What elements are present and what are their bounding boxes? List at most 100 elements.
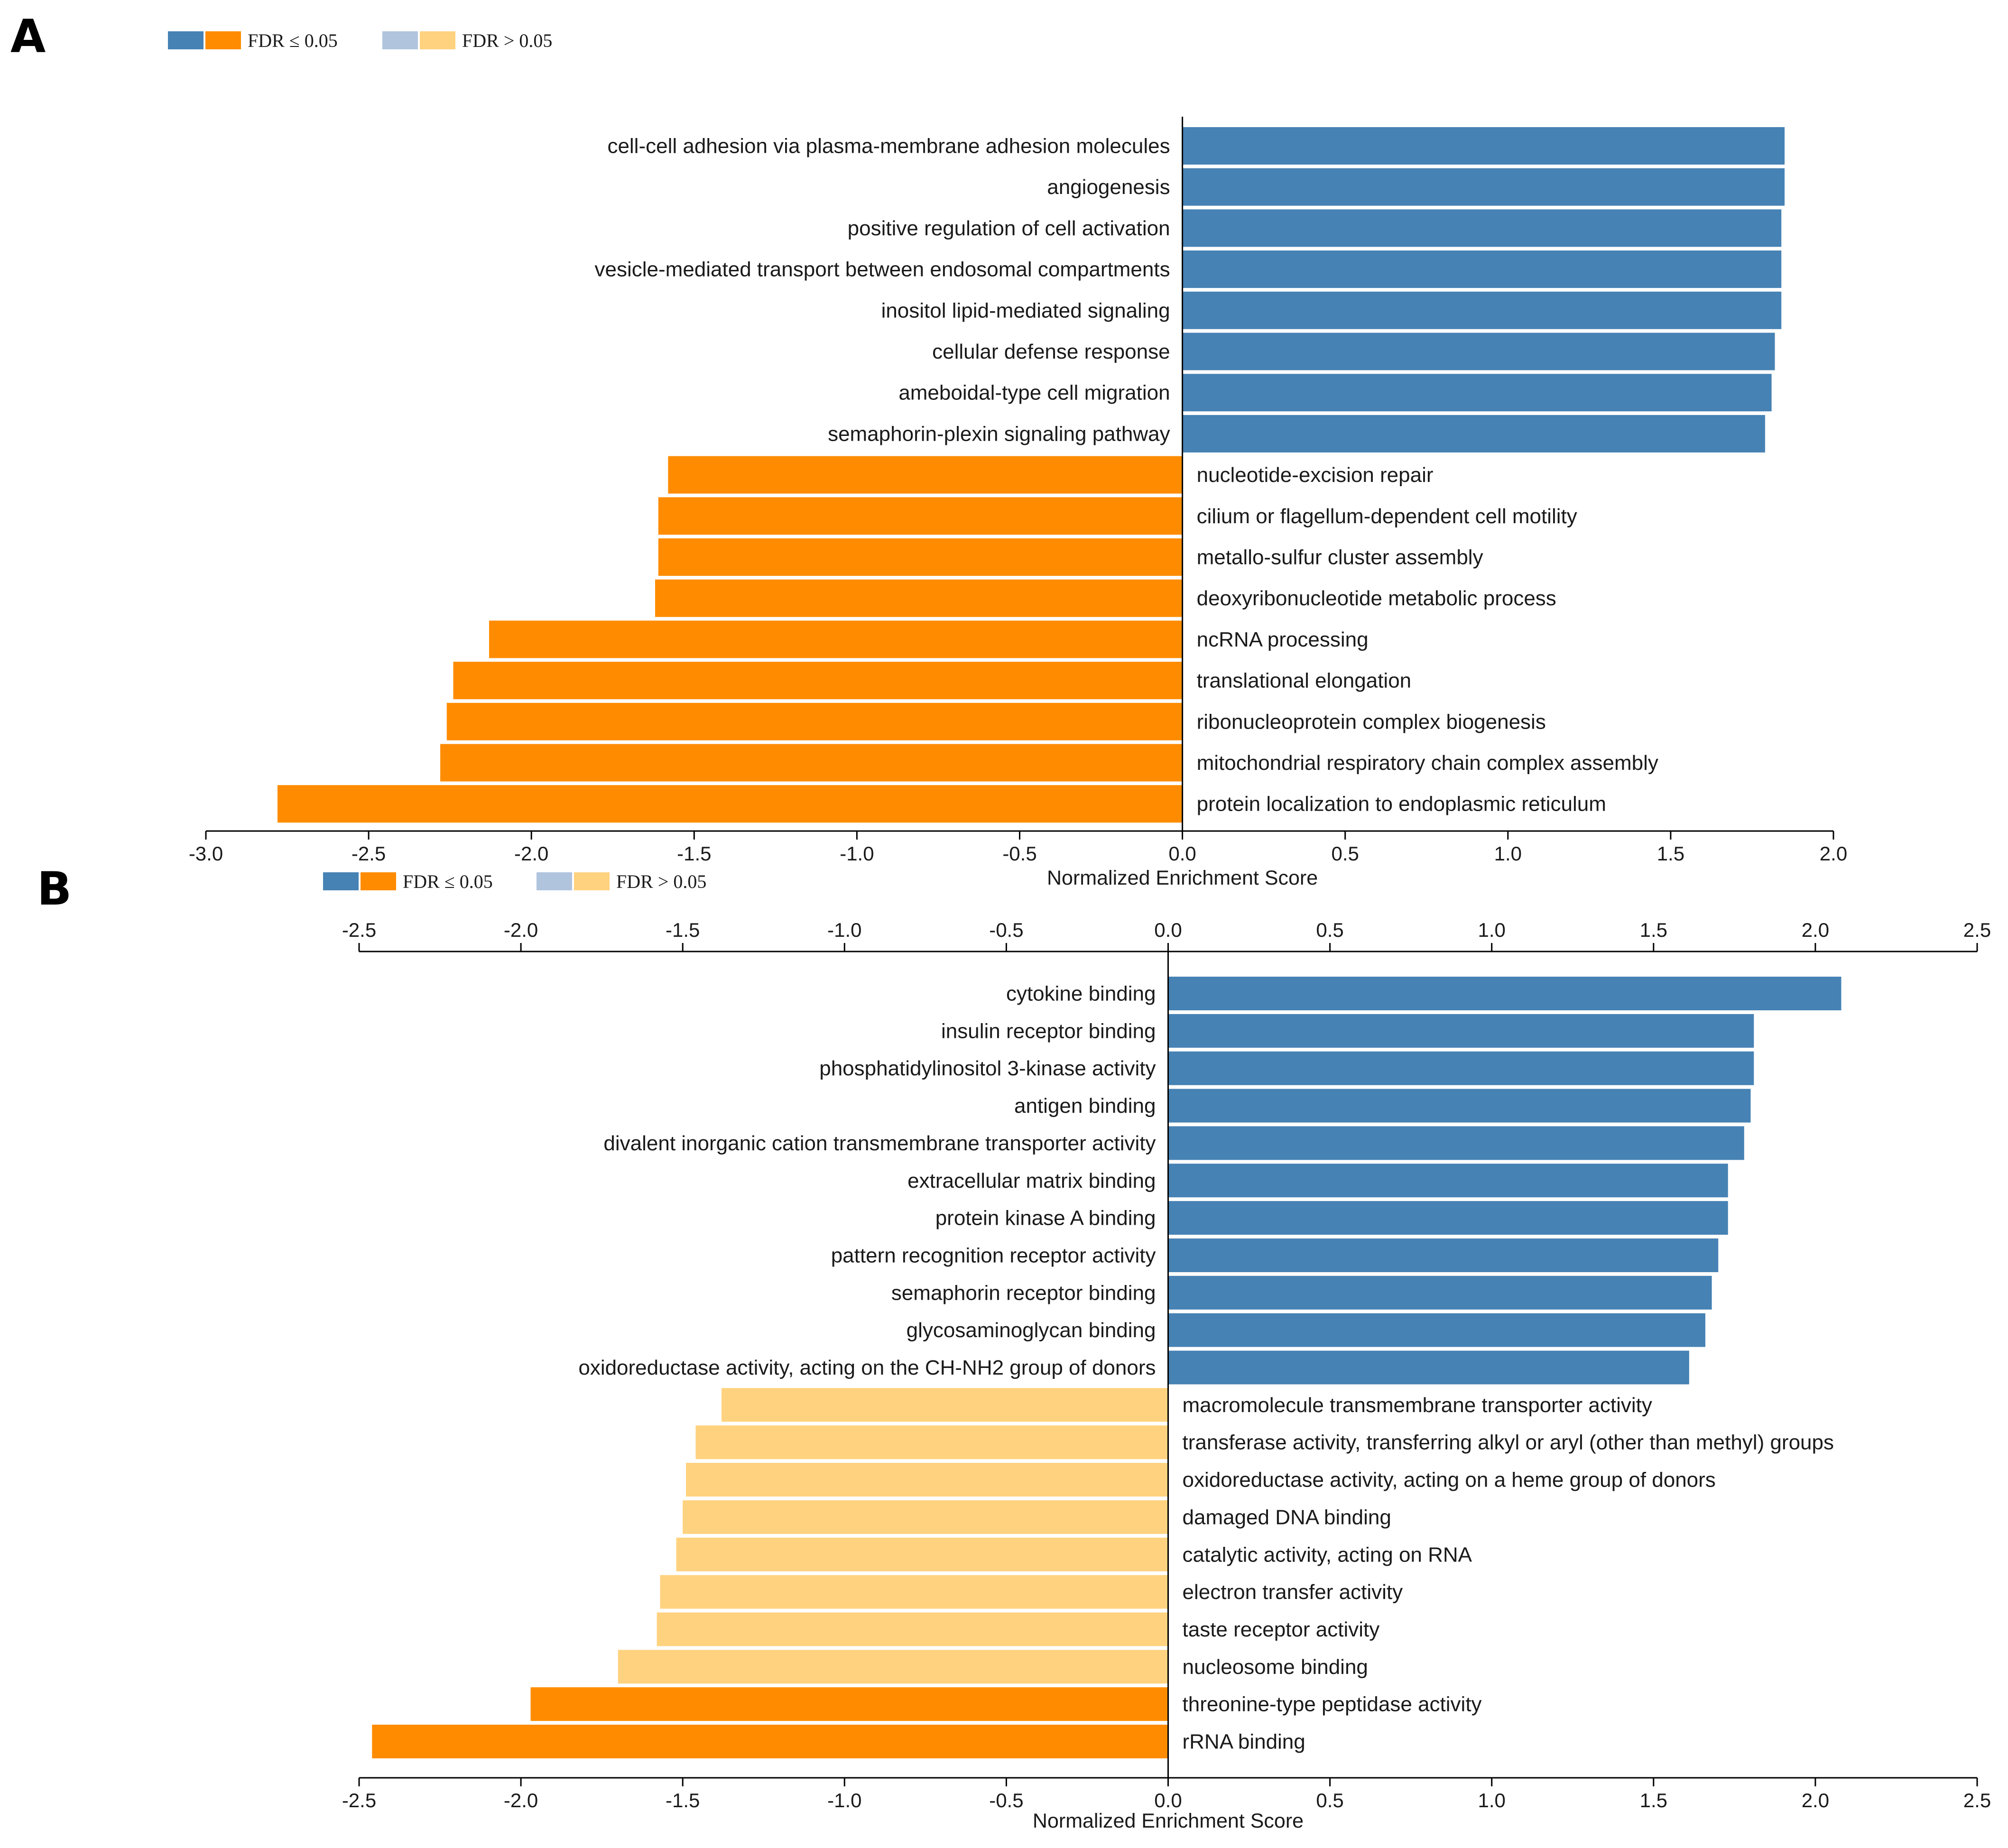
category-label: mitochondrial respiratory chain complex … — [1197, 751, 1658, 775]
category-label: ncRNA processing — [1197, 628, 1369, 651]
bar-6 — [1168, 1164, 1728, 1198]
bar-4 — [1182, 250, 1782, 288]
bar-6 — [1182, 333, 1775, 370]
bar-12 — [722, 1388, 1168, 1422]
bar-11 — [1168, 1350, 1689, 1385]
category-label: ribonucleoprotein complex biogenesis — [1197, 710, 1546, 733]
category-label: cilium or flagellum-dependent cell motil… — [1197, 505, 1577, 528]
legend-label: FDR > 0.05 — [462, 30, 552, 51]
x-tick-label: -1.0 — [840, 842, 874, 865]
category-label: semaphorin receptor binding — [891, 1281, 1156, 1304]
category-label: transferase activity, transferring alkyl… — [1183, 1431, 1834, 1454]
x-tick-label: -2.0 — [514, 842, 548, 865]
x-tick-label: 1.0 — [1494, 842, 1522, 865]
category-label: insulin receptor binding — [941, 1019, 1156, 1043]
x-tick-label: -0.5 — [989, 1789, 1023, 1811]
category-label: protein kinase A binding — [935, 1207, 1156, 1230]
category-label: antigen binding — [1014, 1094, 1156, 1118]
bar-11 — [658, 538, 1183, 576]
category-label: divalent inorganic cation transmembrane … — [603, 1132, 1156, 1155]
bar-17 — [660, 1575, 1168, 1609]
x-tick-label: 0.0 — [1154, 1789, 1182, 1811]
legend-label: FDR > 0.05 — [616, 871, 706, 892]
bar-10 — [1168, 1313, 1705, 1347]
x-tick-label: -2.0 — [504, 1789, 538, 1811]
category-label: nucleotide-excision repair — [1197, 463, 1434, 487]
category-label: rRNA binding — [1183, 1730, 1305, 1754]
legend-swatch-negative — [205, 31, 241, 49]
top-tick-label: -0.5 — [989, 919, 1023, 941]
category-label: phosphatidylinositol 3-kinase activity — [819, 1057, 1156, 1080]
category-label: glycosaminoglycan binding — [907, 1319, 1156, 1342]
bar-2 — [1182, 168, 1785, 206]
bar-7 — [1168, 1201, 1728, 1235]
legend-swatch-positive — [323, 872, 359, 890]
top-tick-label: -2.0 — [504, 919, 538, 941]
category-label: damaged DNA binding — [1183, 1506, 1391, 1529]
bar-8 — [1168, 1238, 1719, 1272]
category-label: macromolecule transmembrane transporter … — [1183, 1394, 1652, 1417]
category-label: oxidoreductase activity, acting on a hem… — [1183, 1469, 1716, 1492]
x-tick-label: -3.0 — [189, 842, 223, 865]
x-axis-title: Normalized Enrichment Score — [1047, 867, 1318, 889]
x-tick-label: 2.5 — [1963, 1789, 1991, 1811]
category-label: positive regulation of cell activation — [848, 217, 1170, 240]
top-tick-label: 2.0 — [1802, 919, 1829, 941]
bar-18 — [657, 1612, 1168, 1646]
x-tick-label: -0.5 — [1002, 842, 1036, 865]
bar-4 — [1168, 1089, 1751, 1123]
bar-3 — [1182, 209, 1782, 247]
legend-label: FDR ≤ 0.05 — [248, 30, 338, 51]
category-label: nucleosome binding — [1183, 1655, 1368, 1679]
bar-21 — [372, 1725, 1168, 1758]
x-tick-label: -2.5 — [342, 1789, 376, 1811]
bar-15 — [683, 1500, 1168, 1534]
category-label: metallo-sulfur cluster assembly — [1197, 546, 1483, 569]
bar-5 — [1168, 1126, 1744, 1160]
category-label: deoxyribonucleotide metabolic process — [1197, 587, 1556, 610]
category-label: threonine-type peptidase activity — [1183, 1693, 1482, 1716]
category-label: electron transfer activity — [1183, 1580, 1403, 1604]
bar-13 — [695, 1425, 1168, 1460]
x-axis-title: Normalized Enrichment Score — [1033, 1810, 1304, 1832]
legend-swatch-positive — [537, 872, 572, 890]
x-tick-label: -2.5 — [352, 842, 386, 865]
top-tick-label: 2.5 — [1963, 919, 1991, 941]
legend-swatch-negative — [361, 872, 396, 890]
category-label: catalytic activity, acting on RNA — [1183, 1543, 1472, 1566]
legend-swatch-positive — [168, 31, 204, 49]
category-label: protein localization to endoplasmic reti… — [1197, 793, 1606, 816]
bar-15 — [446, 702, 1183, 740]
category-label: cell-cell adhesion via plasma-membrane a… — [607, 135, 1170, 158]
top-tick-label: -1.5 — [666, 919, 700, 941]
bar-7 — [1182, 374, 1772, 412]
bar-20 — [530, 1687, 1168, 1721]
panel-a-letter: A — [10, 10, 46, 63]
top-tick-label: 0.0 — [1154, 919, 1182, 941]
category-label: angiogenesis — [1047, 176, 1170, 199]
category-label: extracellular matrix binding — [907, 1169, 1156, 1192]
bar-16 — [676, 1537, 1168, 1571]
bar-5 — [1182, 291, 1782, 329]
x-tick-label: 0.5 — [1332, 842, 1359, 865]
category-label: semaphorin-plexin signaling pathway — [828, 422, 1170, 445]
bar-2 — [1168, 1014, 1754, 1048]
legend-label: FDR ≤ 0.05 — [403, 871, 493, 892]
bar-1 — [1182, 127, 1785, 165]
top-tick-label: -2.5 — [342, 919, 376, 941]
bar-19 — [618, 1650, 1168, 1684]
x-tick-label: 0.0 — [1168, 842, 1196, 865]
category-label: cytokine binding — [1006, 982, 1156, 1006]
bar-17 — [277, 785, 1183, 823]
x-tick-label: 2.0 — [1820, 842, 1847, 865]
x-tick-label: -1.5 — [677, 842, 711, 865]
category-label: cellular defense response — [932, 340, 1170, 363]
panel-a-chart: FDR ≤ 0.05 FDR > 0.05 cell-cell adhesion v… — [168, 30, 1847, 889]
top-tick-label: 1.0 — [1478, 919, 1506, 941]
bar-8 — [1182, 415, 1765, 453]
legend-swatch-positive — [382, 31, 418, 49]
category-label: oxidoreductase activity, acting on the C… — [578, 1356, 1156, 1379]
panel-b-letter: B — [37, 862, 72, 915]
x-tick-label: -1.5 — [666, 1789, 700, 1811]
